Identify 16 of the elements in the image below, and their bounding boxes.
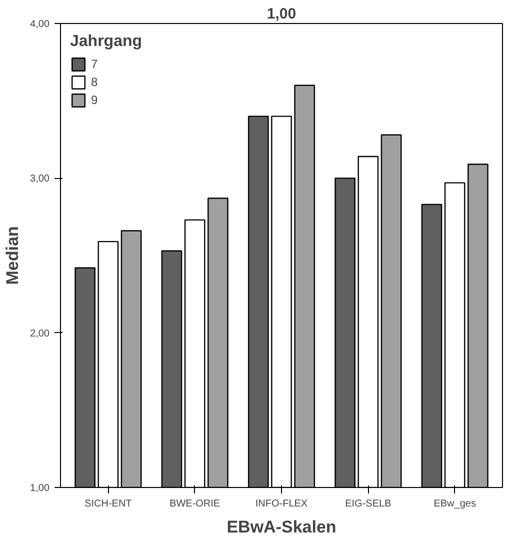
y-tick-label: 3,00: [30, 174, 50, 185]
x-tick-label: SICH-ENT: [84, 498, 132, 510]
y-tick-label: 1,00: [30, 483, 50, 494]
legend-title: Jahrgang: [70, 33, 142, 51]
y-tick-label: 4,00: [30, 19, 50, 30]
x-tick-label: INFO-FLEX: [255, 498, 308, 510]
y-axis-title: Median: [3, 226, 22, 285]
x-tick-label: BWE-ORIE: [170, 498, 220, 510]
chart-title: 1,00: [266, 6, 296, 22]
legend-label: 7: [91, 57, 99, 71]
x-tick-label: EBw_ges: [434, 498, 476, 510]
legend-label: 9: [91, 93, 99, 107]
legend-label: 8: [91, 75, 99, 89]
x-tick-label: EIG-SELB: [345, 498, 392, 510]
x-axis-title: EBwA-Skalen: [226, 518, 336, 536]
y-tick-label: 2,00: [30, 328, 50, 340]
